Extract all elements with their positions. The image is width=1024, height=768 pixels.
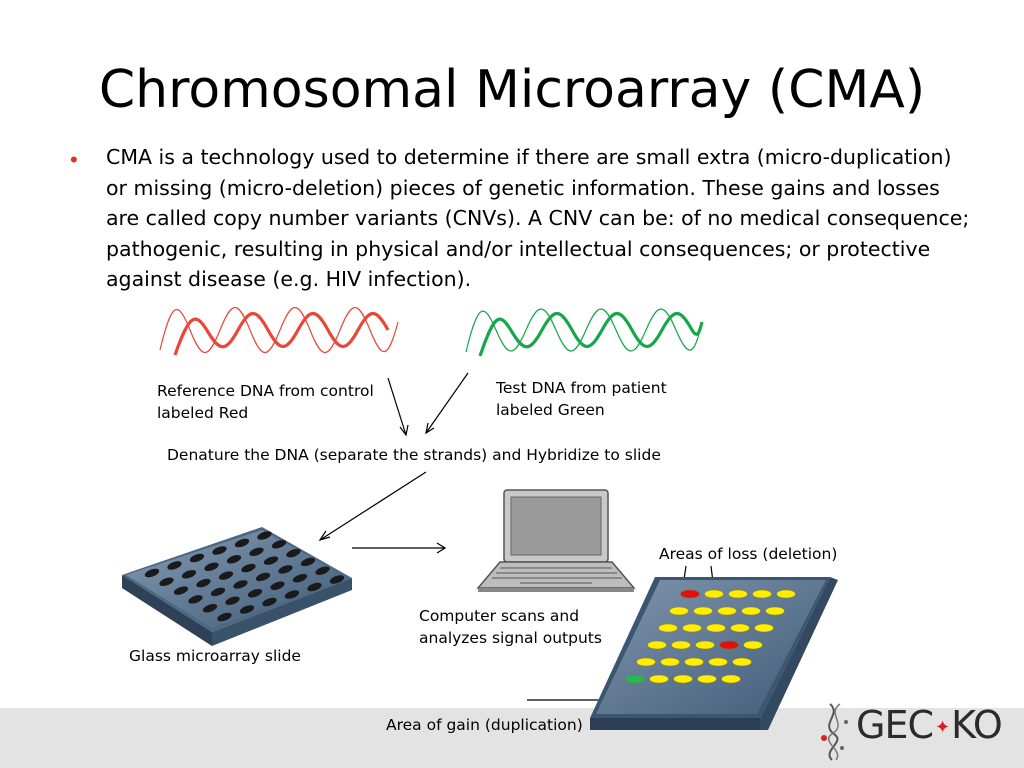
scanned-microarray-slide [590, 577, 838, 730]
microarray-spot [270, 581, 285, 590]
signal-spot [704, 589, 724, 599]
signal-spot [697, 674, 717, 684]
signal-spot [765, 606, 785, 616]
computer-label-line2: analyzes signal outputs [419, 629, 602, 647]
signal-spot [732, 657, 752, 667]
microarray-spot [196, 578, 211, 588]
green-dna-strand [465, 308, 704, 357]
signal-spot [636, 657, 656, 667]
microarray-spot [286, 548, 301, 558]
test-dna-label-line2: labeled Green [496, 401, 605, 419]
signal-spot [625, 674, 645, 684]
laptop-icon [476, 489, 636, 592]
signal-spot [719, 640, 739, 650]
microarray-spot [255, 572, 271, 582]
signal-spot [680, 589, 700, 599]
microarray-spot [239, 605, 255, 614]
computer-label-line1: Computer scans and [419, 607, 580, 625]
logo-text-right: KO [951, 703, 1003, 747]
microarray-spot [292, 573, 308, 583]
logo-wordmark: GEC ✦KO [856, 703, 1003, 747]
microarray-spot [262, 597, 277, 607]
microarray-spot [329, 575, 345, 584]
microarray-spot [167, 561, 182, 570]
microarray-spot [226, 555, 242, 564]
microarray-spot [144, 568, 160, 578]
signal-spot [660, 657, 680, 667]
microarray-spot [278, 565, 293, 574]
microarray-spot [257, 531, 272, 540]
logo-text-left: GEC [856, 703, 934, 747]
microarray-spot [315, 566, 330, 575]
microarray-spot [159, 577, 174, 587]
signal-spot [649, 674, 669, 684]
signal-spot [752, 589, 772, 599]
signal-spot [741, 606, 761, 616]
signal-spot [684, 657, 704, 667]
microarray-spot [271, 540, 287, 549]
signal-spot [717, 606, 737, 616]
microarray-spot [202, 603, 218, 613]
page-title: Chromosomal Microarray (CMA) [98, 60, 926, 120]
denature-label: Denature the DNA (separate the strands) … [167, 446, 661, 464]
glass-slide-label: Glass microarray slide [129, 647, 301, 665]
dna-helix-logo-icon [821, 703, 848, 761]
signal-spot [754, 623, 774, 633]
red-dna-strand [159, 307, 399, 356]
signal-spot [647, 640, 667, 650]
gain-label: Area of gain (duplication) [386, 716, 583, 734]
reference-dna-label-line1: Reference DNA from control [157, 382, 374, 400]
microarray-spot [210, 587, 226, 597]
maple-leaf-icon: ✦ [935, 717, 950, 738]
microarray-spot [188, 595, 203, 604]
signal-spot [669, 606, 689, 616]
footer-band [0, 708, 1024, 768]
loss-label: Areas of loss (deletion) [659, 545, 838, 563]
signal-spot [708, 657, 728, 667]
microarray-spot [189, 553, 205, 563]
microarray-spot [241, 563, 256, 573]
microarray-spot [234, 538, 250, 548]
microarray-spot [204, 562, 219, 572]
signal-spot [695, 640, 715, 650]
microarray-spot [249, 547, 264, 557]
signal-spot [673, 674, 693, 684]
signal-spot [682, 623, 702, 633]
glass-microarray-slide [122, 527, 352, 646]
microarray-spot [225, 596, 240, 605]
bullet-marker: • [70, 147, 78, 172]
microarray-spot [212, 546, 227, 555]
microarray-spot [173, 586, 189, 595]
microarray-spot [217, 612, 232, 622]
signal-spot [776, 589, 796, 599]
signal-spot [721, 674, 741, 684]
microarray-spot [247, 588, 263, 598]
microarray-spot [233, 580, 248, 589]
signal-spot [730, 623, 750, 633]
signal-spot [706, 623, 726, 633]
microarray-spot [263, 556, 279, 565]
signal-spot [693, 606, 713, 616]
bullet-text: CMA is a technology used to determine if… [106, 145, 970, 291]
signal-spot [728, 589, 748, 599]
reference-dna-label-line2: labeled Red [157, 404, 249, 422]
microarray-spot [181, 570, 197, 579]
signal-spot [658, 623, 678, 633]
microarray-spot [218, 571, 234, 580]
microarray-spot [300, 557, 316, 567]
microarray-spot [307, 582, 322, 592]
signal-spot [743, 640, 763, 650]
signal-spot [671, 640, 691, 650]
test-dna-label-line1: Test DNA from patient [496, 379, 667, 397]
microarray-spot [284, 590, 300, 599]
